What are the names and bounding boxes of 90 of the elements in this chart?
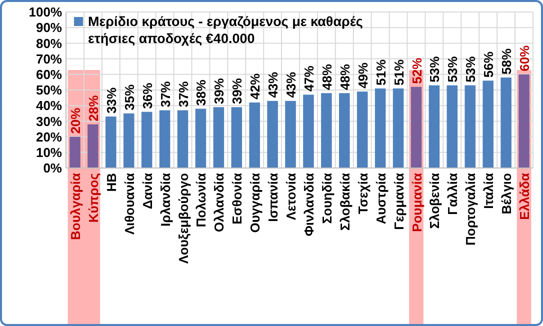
y-tick-label: 50% (36, 82, 62, 98)
bar (303, 94, 314, 168)
data-label: 60% (517, 44, 532, 72)
bar (285, 100, 296, 168)
bar (267, 100, 278, 168)
x-tick-label: Ολλανδία (212, 172, 227, 232)
data-label: 33% (104, 87, 119, 114)
x-tick-label: Βουλγαρία (68, 173, 83, 240)
data-label: 35% (122, 84, 137, 110)
data-label: 51% (373, 58, 388, 86)
data-label: 48% (337, 64, 352, 90)
x-tick-label: ΗΒ (104, 173, 119, 192)
x-tick-label: Γερμανία (391, 173, 406, 230)
x-tick-label: Γαλλία (445, 173, 460, 215)
x-tick-label: Δανία (140, 172, 155, 210)
data-label: 37% (158, 80, 173, 108)
legend-label: Μερίδιο κράτους - εργαζόμενος με καθαρές ετήσιες αποδοχές €40.000 (88, 14, 363, 46)
data-label: 53% (445, 56, 460, 82)
data-label: 52% (409, 57, 424, 84)
x-tick-label: Λουξεμβούργο (176, 172, 191, 264)
bar (410, 86, 422, 168)
bar (356, 92, 368, 168)
bar (231, 107, 242, 168)
bar (374, 88, 386, 168)
x-tick-label: Ιταλία (481, 173, 496, 209)
data-label: 38% (194, 79, 209, 106)
bar (88, 124, 98, 168)
data-label: 36% (140, 82, 155, 109)
data-label: 53% (463, 56, 478, 82)
data-label: 42% (248, 73, 263, 100)
data-label: 49% (355, 62, 370, 89)
data-label: 39% (212, 78, 227, 104)
x-tick-label: Εσθονία (230, 173, 245, 224)
y-tick-label: 70% (36, 51, 62, 66)
x-tick-label: Ισπανία (266, 172, 281, 222)
data-label: 37% (176, 80, 191, 108)
bar (195, 108, 206, 168)
y-tick-label: 60% (36, 66, 62, 82)
x-tick-label: Αυστρία (373, 172, 388, 224)
bar (518, 74, 530, 168)
y-tick-label: 100% (28, 4, 62, 20)
x-tick-label: Φινλανδία (301, 172, 316, 236)
bar (177, 110, 188, 168)
data-label: 43% (284, 71, 299, 98)
x-tick-label: Πορτογαλία (463, 173, 478, 246)
y-tick-label: 40% (36, 98, 62, 114)
y-tick-label: 20% (36, 129, 62, 144)
x-tick-label: Κύπρος (86, 172, 101, 223)
data-label: 20% (68, 107, 83, 134)
data-label: 58% (499, 48, 514, 75)
x-tick-label: Λιθουανία (122, 173, 137, 235)
data-label: 51% (391, 58, 406, 86)
bar (482, 80, 494, 168)
data-label: 39% (230, 78, 245, 104)
x-tick-label: Λετονία (284, 173, 299, 220)
data-label: 53% (427, 56, 442, 82)
x-tick-label: Σλοβακία (337, 172, 352, 231)
bar (392, 88, 404, 168)
bar (428, 85, 440, 168)
bar (213, 107, 224, 168)
x-tick-label: Ουγγαρία (248, 172, 263, 233)
bar (159, 110, 170, 168)
data-label: 48% (319, 64, 334, 90)
data-label: 47% (301, 65, 316, 92)
bar (106, 116, 116, 168)
x-tick-label: Τσεχία (355, 173, 370, 214)
x-tick-label: Βέλγιο (499, 172, 514, 214)
bar (500, 78, 512, 168)
data-label: 43% (266, 71, 281, 98)
data-label: 56% (481, 51, 496, 78)
bar (249, 102, 260, 168)
bar (446, 85, 458, 168)
x-tick-label: Ρουμανία (409, 173, 424, 232)
bar (123, 113, 134, 168)
bar (321, 93, 332, 168)
x-tick-label: Ελλάδα (517, 172, 532, 220)
bar (339, 93, 350, 168)
x-tick-label: Ιρλανδία (158, 172, 173, 226)
bar (464, 85, 476, 168)
y-tick-label: 80% (36, 36, 62, 51)
bar (141, 112, 152, 168)
y-tick-label: 10% (36, 144, 62, 160)
x-tick-label: Σουηδία (319, 173, 334, 224)
y-tick-label: 0% (43, 160, 62, 176)
bar (70, 136, 80, 168)
y-tick-label: 30% (36, 114, 62, 129)
x-tick-label: Σλοβενία (427, 173, 442, 229)
x-tick-label: Πολωνία (194, 172, 209, 228)
y-tick-label: 90% (36, 20, 62, 36)
data-label: 28% (86, 94, 101, 122)
